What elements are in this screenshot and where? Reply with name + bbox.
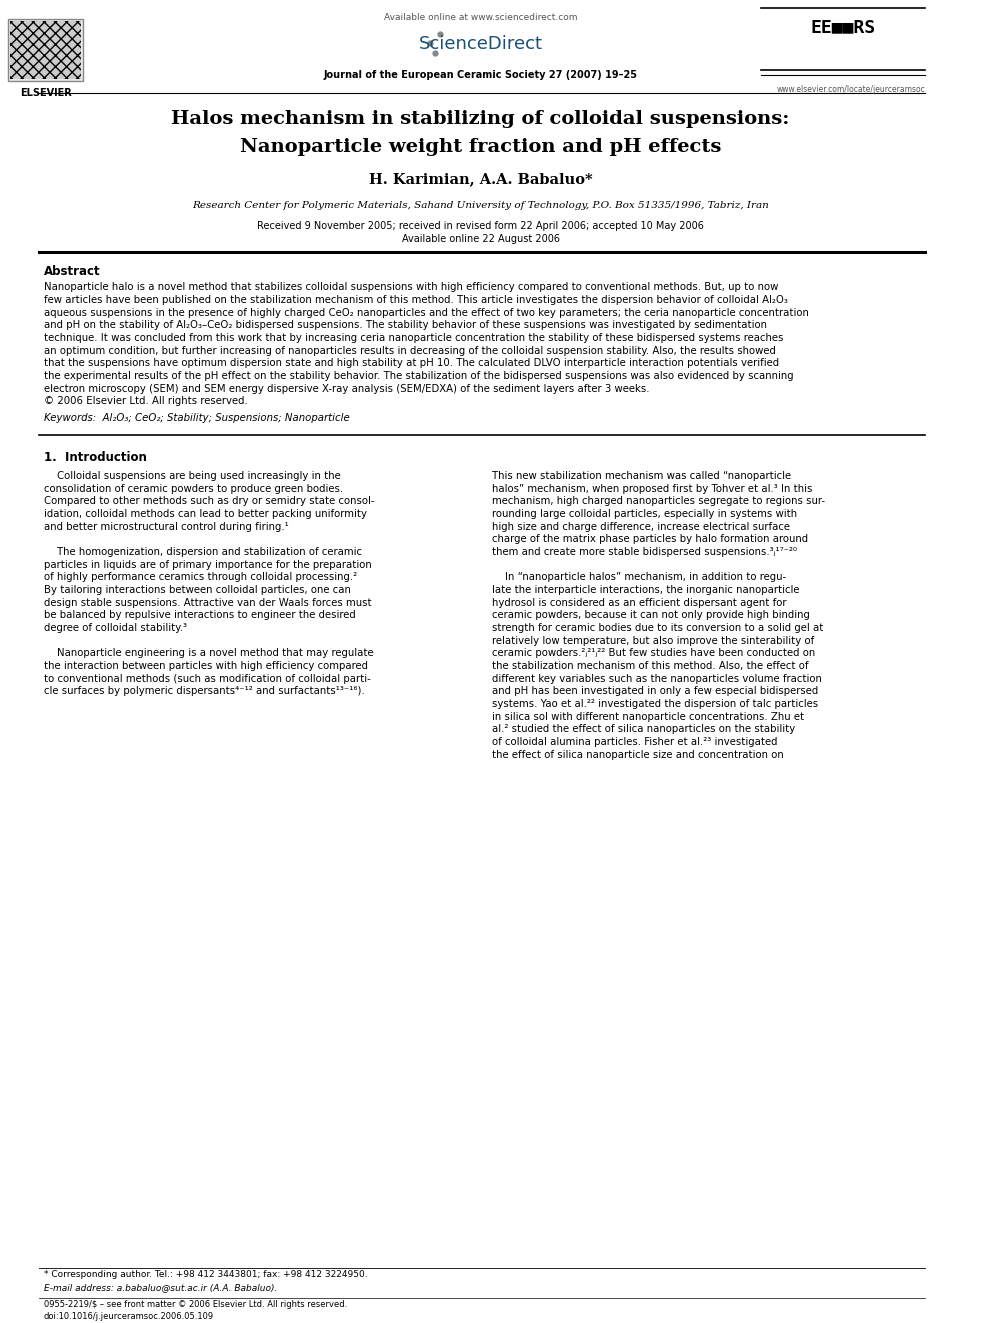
Text: technique. It was concluded from this work that by increasing ceria nanoparticle: technique. It was concluded from this wo… [44, 333, 783, 343]
Text: ELSEVIER: ELSEVIER [20, 87, 71, 98]
Text: of highly performance ceramics through colloidal processing.²: of highly performance ceramics through c… [44, 573, 357, 582]
Text: particles in liquids are of primary importance for the preparation: particles in liquids are of primary impo… [44, 560, 371, 570]
Text: * Corresponding author. Tel.: +98 412 3443801; fax: +98 412 3224950.: * Corresponding author. Tel.: +98 412 34… [44, 1270, 367, 1279]
Text: ScienceDirect: ScienceDirect [419, 34, 543, 53]
Text: ceramic powders, because it can not only provide high binding: ceramic powders, because it can not only… [492, 610, 810, 620]
Text: them and create more stable bidispersed suspensions.³ⱼ¹⁷⁻²⁰: them and create more stable bidispersed … [492, 546, 798, 557]
Text: an optimum condition, but further increasing of nanoparticles results in decreas: an optimum condition, but further increa… [44, 345, 776, 356]
Text: Available online 22 August 2006: Available online 22 August 2006 [402, 234, 559, 245]
Text: Keywords:  Al₂O₃; CeO₂; Stability; Suspensions; Nanoparticle: Keywords: Al₂O₃; CeO₂; Stability; Suspen… [44, 413, 349, 423]
Text: design stable suspensions. Attractive van der Waals forces must: design stable suspensions. Attractive va… [44, 598, 371, 607]
Text: different key variables such as the nanoparticles volume fraction: different key variables such as the nano… [492, 673, 822, 684]
Text: 1.  Introduction: 1. Introduction [44, 451, 147, 464]
Text: ceramic powders.²ⱼ²¹ⱼ²² But few studies have been conducted on: ceramic powders.²ⱼ²¹ⱼ²² But few studies … [492, 648, 815, 659]
Text: Received 9 November 2005; received in revised form 22 April 2006; accepted 10 Ma: Received 9 November 2005; received in re… [257, 221, 704, 230]
Text: strength for ceramic bodies due to its conversion to a solid gel at: strength for ceramic bodies due to its c… [492, 623, 823, 634]
Text: aqueous suspensions in the presence of highly charged CeO₂ nanoparticles and the: aqueous suspensions in the presence of h… [44, 308, 808, 318]
Text: cle surfaces by polymeric dispersants⁴⁻¹² and surfactants¹³⁻¹⁶).: cle surfaces by polymeric dispersants⁴⁻¹… [44, 687, 364, 696]
Text: electron microscopy (SEM) and SEM energy dispersive X-ray analysis (SEM/EDXA) of: electron microscopy (SEM) and SEM energy… [44, 384, 649, 394]
Text: and better microstructural control during firing.¹: and better microstructural control durin… [44, 521, 289, 532]
Text: doi:10.1016/j.jeurceramsoc.2006.05.109: doi:10.1016/j.jeurceramsoc.2006.05.109 [44, 1312, 213, 1322]
Text: high size and charge difference, increase electrical surface: high size and charge difference, increas… [492, 521, 791, 532]
Text: be balanced by repulsive interactions to engineer the desired: be balanced by repulsive interactions to… [44, 610, 355, 620]
Text: idation, colloidal methods can lead to better packing uniformity: idation, colloidal methods can lead to b… [44, 509, 367, 519]
Text: Nanoparticle engineering is a novel method that may regulate: Nanoparticle engineering is a novel meth… [44, 648, 373, 659]
Text: The homogenization, dispersion and stabilization of ceramic: The homogenization, dispersion and stabi… [44, 546, 362, 557]
Text: the experimental results of the pH effect on the stability behavior. The stabili: the experimental results of the pH effec… [44, 372, 794, 381]
Text: Colloidal suspensions are being used increasingly in the: Colloidal suspensions are being used inc… [44, 471, 340, 482]
Text: to conventional methods (such as modification of colloidal parti-: to conventional methods (such as modific… [44, 673, 370, 684]
Text: Halos mechanism in stabilizing of colloidal suspensions:: Halos mechanism in stabilizing of colloi… [172, 110, 790, 128]
Text: H. Karimian, A.A. Babaluo*: H. Karimian, A.A. Babaluo* [369, 172, 592, 187]
Text: Compared to other methods such as dry or semidry state consol-: Compared to other methods such as dry or… [44, 496, 374, 507]
Text: 0955-2219/$ – see front matter © 2006 Elsevier Ltd. All rights reserved.: 0955-2219/$ – see front matter © 2006 El… [44, 1301, 347, 1310]
Text: relatively low temperature, but also improve the sinterability of: relatively low temperature, but also imp… [492, 636, 814, 646]
Text: Research Center for Polymeric Materials, Sahand University of Technology, P.O. B: Research Center for Polymeric Materials,… [192, 201, 769, 209]
Text: Nanoparticle halo is a novel method that stabilizes colloidal suspensions with h: Nanoparticle halo is a novel method that… [44, 282, 778, 292]
Text: In “nanoparticle halos” mechanism, in addition to regu-: In “nanoparticle halos” mechanism, in ad… [492, 573, 787, 582]
Text: of colloidal alumina particles. Fisher et al.²³ investigated: of colloidal alumina particles. Fisher e… [492, 737, 778, 747]
Text: www.elsevier.com/locate/jeurceramsoc: www.elsevier.com/locate/jeurceramsoc [777, 85, 926, 94]
Text: late the interparticle interactions, the inorganic nanoparticle: late the interparticle interactions, the… [492, 585, 800, 595]
Text: hydrosol is considered as an efficient dispersant agent for: hydrosol is considered as an efficient d… [492, 598, 787, 607]
Text: the interaction between particles with high efficiency compared: the interaction between particles with h… [44, 662, 368, 671]
Text: © 2006 Elsevier Ltd. All rights reserved.: © 2006 Elsevier Ltd. All rights reserved… [44, 397, 247, 406]
Text: the effect of silica nanoparticle size and concentration on: the effect of silica nanoparticle size a… [492, 750, 784, 759]
Text: few articles have been published on the stabilization mechanism of this method. : few articles have been published on the … [44, 295, 788, 306]
Text: By tailoring interactions between colloidal particles, one can: By tailoring interactions between colloi… [44, 585, 350, 595]
Text: degree of colloidal stability.³: degree of colloidal stability.³ [44, 623, 186, 634]
Text: Nanoparticle weight fraction and pH effects: Nanoparticle weight fraction and pH effe… [240, 138, 721, 156]
Text: and pH on the stability of Al₂O₃–CeO₂ bidispersed suspensions. The stability beh: and pH on the stability of Al₂O₃–CeO₂ bi… [44, 320, 767, 331]
Text: Abstract: Abstract [44, 266, 100, 278]
Text: systems. Yao et al.²² investigated the dispersion of talc particles: systems. Yao et al.²² investigated the d… [492, 699, 818, 709]
Text: in silica sol with different nanoparticle concentrations. Zhu et: in silica sol with different nanoparticl… [492, 712, 805, 722]
Bar [10, 21, 81, 79]
Text: consolidation of ceramic powders to produce green bodies.: consolidation of ceramic powders to prod… [44, 484, 342, 493]
Text: E-mail address: a.babaluo@sut.ac.ir (A.A. Babaluo).: E-mail address: a.babaluo@sut.ac.ir (A.A… [44, 1283, 277, 1293]
Text: rounding large colloidal particles, especially in systems with: rounding large colloidal particles, espe… [492, 509, 798, 519]
Text: the stabilization mechanism of this method. Also, the effect of: the stabilization mechanism of this meth… [492, 662, 808, 671]
Text: and pH has been investigated in only a few especial bidispersed: and pH has been investigated in only a f… [492, 687, 818, 696]
Text: charge of the matrix phase particles by halo formation around: charge of the matrix phase particles by … [492, 534, 808, 544]
Text: This new stabilization mechanism was called “nanoparticle: This new stabilization mechanism was cal… [492, 471, 792, 482]
Text: Available online at www.sciencedirect.com: Available online at www.sciencedirect.co… [384, 13, 577, 22]
Text: al.² studied the effect of silica nanoparticles on the stability: al.² studied the effect of silica nanopa… [492, 725, 796, 734]
Text: EE■■RS: EE■■RS [810, 19, 876, 36]
Text: mechanism, high charged nanoparticles segregate to regions sur-: mechanism, high charged nanoparticles se… [492, 496, 825, 507]
Text: Journal of the European Ceramic Society 27 (2007) 19–25: Journal of the European Ceramic Society … [323, 70, 638, 79]
Text: that the suspensions have optimum dispersion state and high stability at pH 10. : that the suspensions have optimum disper… [44, 359, 779, 368]
Bar [8, 19, 83, 81]
Text: halos” mechanism, when proposed first by Tohver et al.³ In this: halos” mechanism, when proposed first by… [492, 484, 812, 493]
